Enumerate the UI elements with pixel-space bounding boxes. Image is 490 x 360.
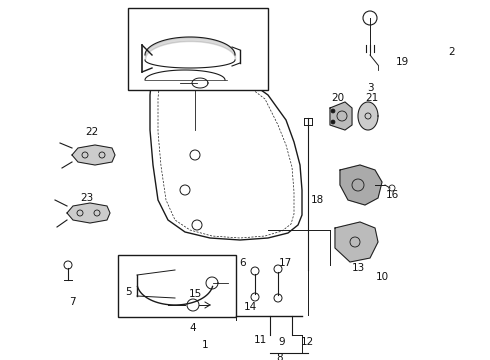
Text: 16: 16 [385, 190, 399, 200]
Bar [118, 255, 236, 317]
Text: 10: 10 [375, 272, 389, 282]
Text: 20: 20 [331, 93, 344, 103]
Text: 4: 4 [190, 323, 196, 333]
Text: 2: 2 [449, 47, 455, 57]
Polygon shape [330, 102, 352, 130]
Ellipse shape [358, 102, 378, 130]
Polygon shape [340, 165, 382, 205]
Text: 22: 22 [85, 127, 98, 137]
Bar [128, 8, 268, 90]
Text: 1: 1 [202, 340, 208, 350]
Text: 11: 11 [253, 335, 267, 345]
Circle shape [331, 109, 335, 113]
Text: 7: 7 [69, 297, 75, 307]
Text: 23: 23 [80, 193, 94, 203]
Text: 14: 14 [244, 302, 257, 312]
Text: 12: 12 [300, 337, 314, 347]
Text: 13: 13 [351, 263, 365, 273]
Text: 9: 9 [279, 337, 285, 347]
Polygon shape [72, 145, 115, 165]
Polygon shape [335, 222, 378, 262]
Circle shape [331, 120, 335, 124]
Polygon shape [67, 203, 110, 223]
Text: 17: 17 [278, 258, 292, 268]
Text: 6: 6 [240, 258, 246, 268]
Text: 21: 21 [366, 93, 379, 103]
Text: 5: 5 [124, 287, 131, 297]
Text: 3: 3 [367, 83, 373, 93]
Text: 19: 19 [395, 57, 409, 67]
Text: 8: 8 [277, 353, 283, 360]
Text: 15: 15 [188, 289, 201, 299]
Text: 18: 18 [310, 195, 323, 205]
